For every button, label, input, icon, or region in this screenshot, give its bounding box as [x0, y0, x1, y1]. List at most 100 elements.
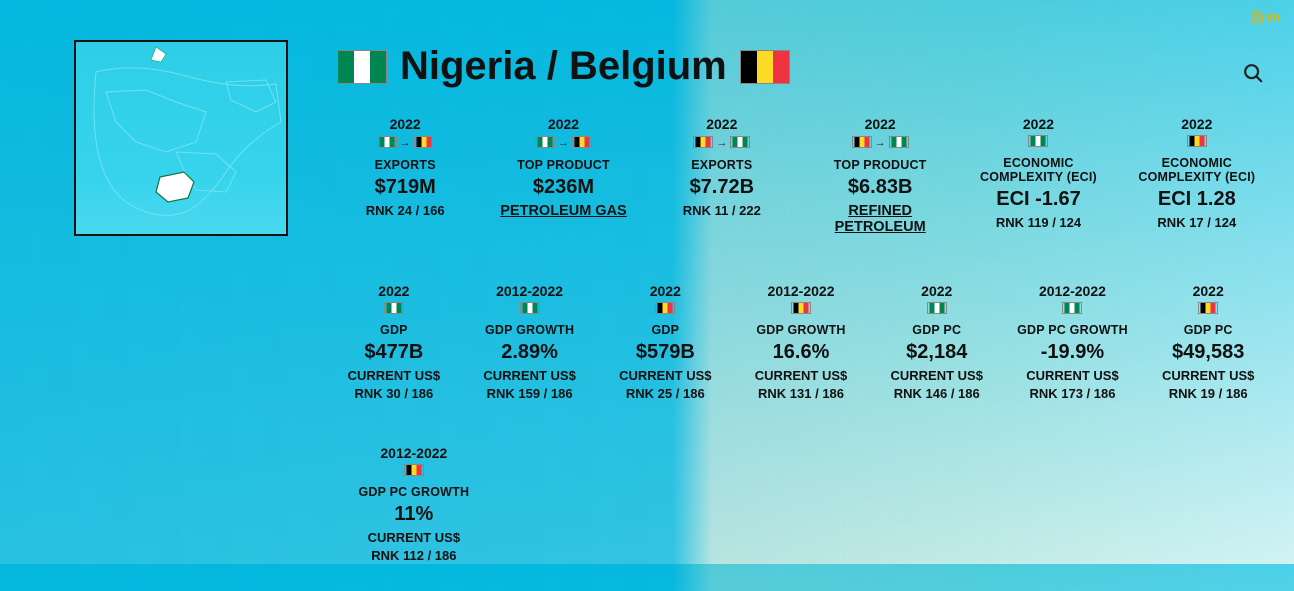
card-year: 2012-2022	[737, 283, 865, 299]
save-label: Im	[1266, 10, 1280, 24]
card-flags	[350, 465, 478, 475]
card-rank: RNK 19 / 186	[1144, 386, 1272, 401]
stat-card[interactable]: 2012-2022 GDP GROWTH 16.6% CURRENT US$ RNK …	[733, 277, 869, 407]
card-value: $719M	[330, 176, 480, 199]
card-link[interactable]: REFINED PETROLEUM	[805, 203, 955, 235]
card-label: GDP PC GROWTH	[1009, 323, 1137, 337]
card-year: 2022	[805, 116, 955, 132]
stat-card[interactable]: 2022 → TOP PRODUCT$236MPETROLEUM GAS	[484, 110, 642, 229]
card-value: 11%	[350, 503, 478, 526]
card-label: GDP GROWTH	[737, 323, 865, 337]
card-year: 2022	[488, 116, 638, 132]
card-flags: →	[330, 136, 480, 148]
stat-card[interactable]: 2022 ECONOMIC COMPLEXITY (ECI) ECI -1.67 R…	[959, 110, 1117, 236]
card-subtext: CURRENT US$	[737, 368, 865, 383]
card-year: 2022	[1122, 116, 1272, 132]
belgium-flag-icon	[741, 51, 789, 83]
card-flags	[737, 303, 865, 313]
card-rank: RNK 30 / 186	[330, 386, 458, 401]
card-subtext: CURRENT US$	[330, 368, 458, 383]
card-label: EXPORTS	[647, 158, 797, 172]
card-value: $236M	[488, 176, 638, 199]
save-icon[interactable]: Im	[1250, 10, 1280, 24]
card-label: EXPORTS	[330, 158, 480, 172]
map-thumbnail[interactable]	[74, 40, 288, 236]
card-flags	[873, 303, 1001, 313]
card-label: ECONOMIC COMPLEXITY (ECI)	[963, 156, 1113, 184]
card-rank: RNK 17 / 124	[1122, 215, 1272, 230]
card-subtext: CURRENT US$	[466, 368, 594, 383]
card-value: 16.6%	[737, 341, 865, 364]
stat-card[interactable]: 2022 → EXPORTS $7.72B RNK 11 / 222	[643, 110, 801, 224]
card-year: 2022	[330, 116, 480, 132]
card-subtext: CURRENT US$	[601, 368, 729, 383]
search-icon[interactable]	[1242, 62, 1264, 84]
card-label: ECONOMIC COMPLEXITY (ECI)	[1122, 156, 1272, 184]
nigeria-flag-icon	[338, 51, 386, 83]
card-year: 2022	[963, 116, 1113, 132]
card-subtext: CURRENT US$	[1144, 368, 1272, 383]
card-value: -19.9%	[1009, 341, 1137, 364]
stat-card[interactable]: 2022 GDP PC $49,583 CURRENT US$ RNK 19 / 18…	[1140, 277, 1276, 407]
card-label: GDP PC	[873, 323, 1001, 337]
card-label: GDP	[330, 323, 458, 337]
card-label: TOP PRODUCT	[488, 158, 638, 172]
stat-card[interactable]: 2012-2022 GDP PC GROWTH 11% CURRENT US$ RNK…	[346, 439, 482, 569]
stat-card[interactable]: 2022 → EXPORTS $719M RNK 24 / 166	[326, 110, 484, 224]
card-rank: RNK 25 / 186	[601, 386, 729, 401]
card-year: 2012-2022	[350, 445, 478, 461]
stat-card[interactable]: 2012-2022 GDP GROWTH2.89%CURRENT US$RNK …	[462, 277, 598, 407]
card-label: TOP PRODUCT	[805, 158, 955, 172]
card-value: $477B	[330, 341, 458, 364]
card-value: 2.89%	[466, 341, 594, 364]
card-rank: RNK 11 / 222	[647, 203, 797, 218]
card-value: $2,184	[873, 341, 1001, 364]
stat-card[interactable]: 2022 GDP PC $2,184 CURRENT US$ RNK 146 / 18…	[869, 277, 1005, 407]
card-flags	[1009, 303, 1137, 313]
card-rank: RNK 131 / 186	[737, 386, 865, 401]
card-flags	[466, 303, 594, 313]
card-rank: RNK 119 / 124	[963, 215, 1113, 230]
card-flags	[963, 136, 1113, 146]
card-label: GDP PC	[1144, 323, 1272, 337]
card-flags	[1122, 136, 1272, 146]
card-rank: RNK 146 / 186	[873, 386, 1001, 401]
card-rank: RNK 24 / 166	[330, 203, 480, 218]
card-label: GDP PC GROWTH	[350, 485, 478, 499]
card-value: ECI 1.28	[1122, 188, 1272, 211]
card-year: 2022	[1144, 283, 1272, 299]
top-toolbar: Im	[1250, 10, 1280, 24]
stat-card[interactable]: 2022 → TOP PRODUCT $6.83B REFINED PETROLEU…	[801, 110, 959, 245]
stats-grid: 2022 → EXPORTS $719M RNK 24 / 166 2022 → TO…	[326, 110, 1276, 591]
stat-card[interactable]: 2022 ECONOMIC COMPLEXITY (ECI) ECI 1.28 RN…	[1118, 110, 1276, 236]
card-subtext: CURRENT US$	[350, 530, 478, 545]
card-rank: RNK 173 / 186	[1009, 386, 1137, 401]
card-value: $49,583	[1144, 341, 1272, 364]
stat-card[interactable]: 2012-2022 GDP PC GROWTH -19.9% CURRENT US$…	[1005, 277, 1141, 407]
card-year: 2012-2022	[466, 283, 594, 299]
card-value: ECI -1.67	[963, 188, 1113, 211]
stat-card[interactable]: 2022 GDP $579B CURRENT US$ RNK 25 / 186	[597, 277, 733, 407]
card-link[interactable]: PETROLEUM GAS	[488, 203, 638, 219]
card-subtext: CURRENT US$	[873, 368, 1001, 383]
card-flags: →	[805, 136, 955, 148]
page-title: Nigeria / Belgium	[400, 44, 727, 89]
page-title-row: Nigeria / Belgium	[338, 44, 789, 89]
card-value: $6.83B	[805, 176, 955, 199]
stat-card[interactable]: 2022 GDP $477B CURRENT US$ RNK 30 / 186	[326, 277, 462, 407]
card-year: 2012-2022	[1009, 283, 1137, 299]
card-flags: →	[647, 136, 797, 148]
card-subtext: CURRENT US$	[1009, 368, 1137, 383]
card-label: GDP GROWTH	[466, 323, 594, 337]
card-rank: RNK 112 / 186	[350, 548, 478, 563]
card-flags	[1144, 303, 1272, 313]
card-flags	[601, 303, 729, 313]
card-year: 2022	[873, 283, 1001, 299]
card-flags	[330, 303, 458, 313]
card-year: 2022	[601, 283, 729, 299]
card-value: $579B	[601, 341, 729, 364]
card-year: 2022	[330, 283, 458, 299]
card-value: $7.72B	[647, 176, 797, 199]
card-year: 2022	[647, 116, 797, 132]
card-label: GDP	[601, 323, 729, 337]
